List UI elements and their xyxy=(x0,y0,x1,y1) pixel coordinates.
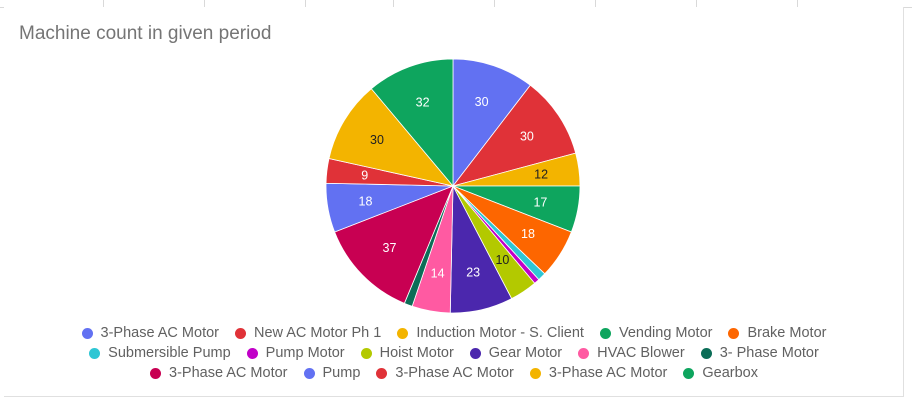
legend-swatch xyxy=(376,367,388,379)
legend-swatch xyxy=(246,347,258,359)
legend-label: 3-Phase AC Motor xyxy=(100,325,219,341)
legend-item[interactable]: 3-Phase AC Motor xyxy=(529,365,668,381)
legend-item[interactable]: Pump xyxy=(303,365,361,381)
legend-label: 3- Phase Motor xyxy=(719,345,819,361)
legend-swatch xyxy=(529,367,541,379)
grid-column-line xyxy=(204,0,205,7)
slice-data-label: 12 xyxy=(534,167,548,181)
legend-item[interactable]: 3-Phase AC Motor xyxy=(376,365,514,381)
slice-data-label: 37 xyxy=(383,241,397,255)
legend-label: Submersible Pump xyxy=(108,345,231,361)
slice-data-label: 23 xyxy=(466,266,480,280)
grid-column-line xyxy=(103,0,104,7)
legend-item[interactable]: Hoist Motor xyxy=(360,345,454,361)
pie-chart-plot: 30 30 12 17 18 10 23 14 37 18 9 30 32 xyxy=(325,58,581,314)
pie-slice[interactable] xyxy=(452,58,531,188)
legend-swatch xyxy=(578,347,590,359)
legend-item[interactable]: Pump Motor xyxy=(246,345,345,361)
slice-data-label: 30 xyxy=(370,133,384,147)
legend-swatch xyxy=(150,367,162,379)
legend-swatch xyxy=(599,327,611,339)
legend-item[interactable]: Submersible Pump xyxy=(89,345,231,361)
legend-item[interactable]: Brake Motor xyxy=(728,325,826,341)
pie-chart[interactable]: Machine count in given period 30 30 12 17 18… xyxy=(4,7,904,397)
slice-data-label: 18 xyxy=(359,194,373,208)
legend-label: HVAC Blower xyxy=(597,345,685,361)
grid-column-line xyxy=(393,0,394,7)
legend-swatch xyxy=(235,327,246,339)
slice-data-label: 9 xyxy=(361,168,368,182)
legend-swatch xyxy=(81,327,93,339)
grid-column-line xyxy=(696,0,697,7)
legend-item[interactable]: HVAC Blower xyxy=(578,345,685,361)
grid-column-line xyxy=(797,0,798,7)
legend-label: Gearbox xyxy=(702,365,758,381)
legend-item[interactable]: Gearbox xyxy=(683,365,758,381)
legend-item[interactable]: Gear Motor xyxy=(469,345,563,361)
legend-swatch xyxy=(683,367,695,379)
grid-column-line xyxy=(494,0,495,7)
legend-swatch xyxy=(89,347,101,359)
chart-title: Machine count in given period xyxy=(19,23,272,44)
legend-item[interactable]: 3- Phase Motor xyxy=(700,345,819,361)
slice-data-label: 10 xyxy=(495,253,509,267)
legend-item[interactable]: Induction Motor - S. Client xyxy=(397,325,584,341)
legend-row: Submersible Pump Pump Motor Hoist Motor Gea… xyxy=(4,343,904,363)
legend-label: Pump Motor xyxy=(265,345,345,361)
slice-data-label: 30 xyxy=(520,130,534,144)
grid-column-line xyxy=(305,0,306,7)
legend-swatch xyxy=(360,347,372,359)
legend-row: 3-Phase AC Motor Pump 3-Phase AC Motor 3-Ph… xyxy=(4,363,904,383)
legend-label: Pump xyxy=(322,365,361,381)
chart-legend: 3-Phase AC Motor New AC Motor Ph 1 Inducti… xyxy=(4,323,904,383)
legend-item[interactable]: New AC Motor Ph 1 xyxy=(235,325,381,341)
pie-slice[interactable] xyxy=(334,185,454,304)
legend-item[interactable]: 3-Phase AC Motor xyxy=(150,365,288,381)
legend-item[interactable]: 3-Phase AC Motor xyxy=(81,325,219,341)
pie-slice[interactable] xyxy=(451,84,577,187)
slice-data-label: 17 xyxy=(533,195,547,209)
legend-label: 3-Phase AC Motor xyxy=(169,365,288,381)
grid-column-line xyxy=(595,0,596,7)
slice-data-label: 18 xyxy=(521,227,535,241)
legend-swatch xyxy=(728,327,740,339)
legend-swatch xyxy=(700,347,712,359)
legend-row: 3-Phase AC Motor New AC Motor Ph 1 Inducti… xyxy=(4,323,904,343)
slice-data-label: 14 xyxy=(431,267,445,281)
legend-swatch xyxy=(303,367,315,379)
legend-item[interactable]: Vending Motor xyxy=(599,325,713,341)
legend-label: Induction Motor - S. Client xyxy=(416,325,584,341)
legend-label: Vending Motor xyxy=(618,325,713,341)
legend-label: Brake Motor xyxy=(747,325,827,341)
pie-slice[interactable] xyxy=(370,58,454,188)
legend-label: Gear Motor xyxy=(488,345,563,361)
pie-slice[interactable] xyxy=(328,88,455,187)
legend-label: New AC Motor Ph 1 xyxy=(254,325,382,341)
slice-data-label: 32 xyxy=(416,96,430,110)
legend-swatch xyxy=(397,327,409,339)
legend-swatch xyxy=(469,347,481,359)
legend-label: Hoist Motor xyxy=(379,345,454,361)
legend-label: 3-Phase AC Motor xyxy=(548,365,668,381)
slice-data-label: 30 xyxy=(475,95,489,109)
legend-label: 3-Phase AC Motor xyxy=(395,365,514,381)
